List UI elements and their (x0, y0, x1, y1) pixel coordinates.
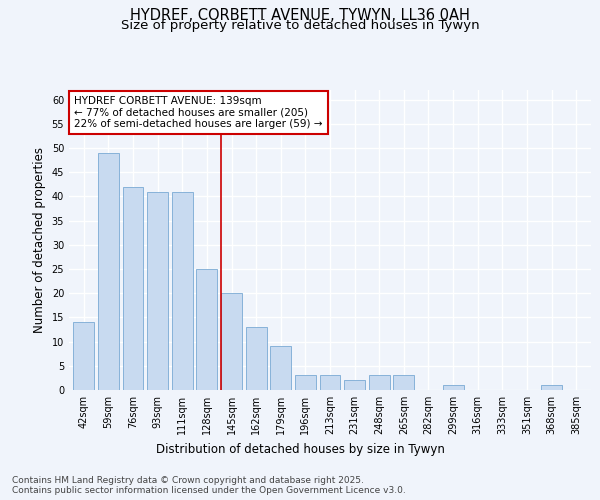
Bar (369, 376, 390, 390)
Bar (172, 192, 193, 390)
Bar (245, 327, 266, 390)
Text: HYDREF CORBETT AVENUE: 139sqm
← 77% of detached houses are smaller (205)
22% of : HYDREF CORBETT AVENUE: 139sqm ← 77% of d… (74, 96, 323, 129)
Bar (221, 293, 242, 390)
Bar (320, 376, 340, 390)
Bar (147, 192, 168, 390)
Bar (73, 322, 94, 390)
Bar (98, 153, 119, 390)
Bar (122, 187, 143, 390)
Bar (344, 380, 365, 390)
Bar (270, 346, 291, 390)
Bar (196, 269, 217, 390)
Text: Distribution of detached houses by size in Tywyn: Distribution of detached houses by size … (155, 442, 445, 456)
Y-axis label: Number of detached properties: Number of detached properties (33, 147, 46, 333)
Text: HYDREF, CORBETT AVENUE, TYWYN, LL36 0AH: HYDREF, CORBETT AVENUE, TYWYN, LL36 0AH (130, 8, 470, 22)
Bar (541, 385, 562, 390)
Bar (443, 385, 464, 390)
Bar (295, 376, 316, 390)
Bar (394, 376, 415, 390)
Text: Size of property relative to detached houses in Tywyn: Size of property relative to detached ho… (121, 18, 479, 32)
Text: Contains HM Land Registry data © Crown copyright and database right 2025.
Contai: Contains HM Land Registry data © Crown c… (12, 476, 406, 495)
